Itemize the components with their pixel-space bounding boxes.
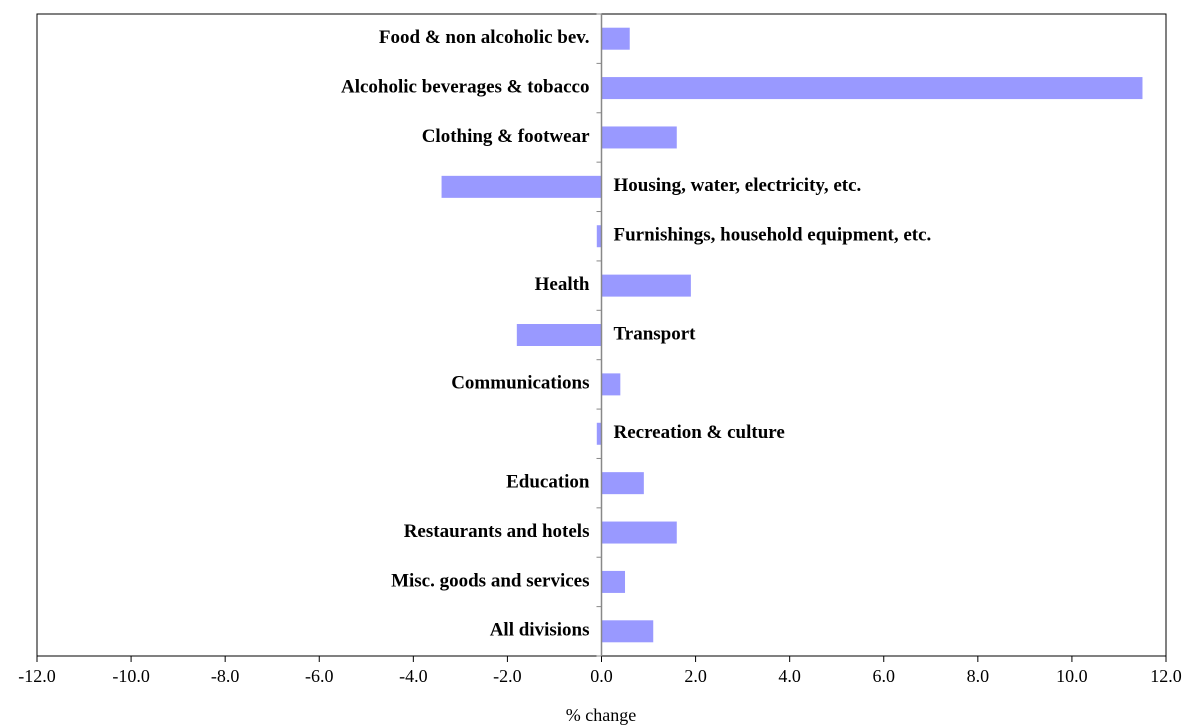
x-tick-label: -10.0 — [112, 666, 150, 686]
x-tick-label: -6.0 — [305, 666, 334, 686]
x-tick-label: 0.0 — [590, 666, 613, 686]
bar — [601, 521, 677, 544]
bar — [601, 77, 1143, 100]
x-tick-label: -12.0 — [18, 666, 56, 686]
category-label: Food & non alcoholic bev. — [379, 27, 590, 48]
bar — [596, 225, 602, 248]
category-label: Recreation & culture — [614, 422, 785, 443]
x-tick-label: 12.0 — [1150, 666, 1182, 686]
bar — [601, 27, 630, 50]
bar — [601, 126, 677, 149]
category-label: Education — [506, 472, 590, 493]
x-tick-label: -2.0 — [493, 666, 522, 686]
x-tick-label: 10.0 — [1056, 666, 1088, 686]
bar — [601, 373, 621, 396]
bar — [596, 422, 602, 445]
category-label: Furnishings, household equipment, etc. — [614, 225, 932, 246]
x-axis-label: % change — [566, 705, 636, 725]
x-tick-label: 8.0 — [967, 666, 990, 686]
x-tick-label: 4.0 — [778, 666, 801, 686]
x-tick-label: -8.0 — [211, 666, 240, 686]
bar — [601, 472, 644, 495]
category-label: Restaurants and hotels — [404, 521, 590, 542]
bar — [601, 620, 654, 643]
category-label: Communications — [451, 373, 589, 394]
category-label: Health — [535, 274, 590, 295]
bar — [601, 274, 691, 297]
bar — [601, 570, 626, 593]
category-label: Alcoholic beverages & tobacco — [341, 76, 590, 97]
bar — [441, 175, 602, 198]
category-label: Transport — [614, 323, 697, 344]
category-label: Misc. goods and services — [391, 570, 589, 591]
bar — [516, 324, 602, 346]
category-label: All divisions — [490, 620, 590, 641]
x-tick-label: 2.0 — [684, 666, 707, 686]
category-label: Clothing & footwear — [422, 126, 590, 147]
x-tick-label: -4.0 — [399, 666, 428, 686]
x-tick-label: 6.0 — [873, 666, 896, 686]
category-label: Housing, water, electricity, etc. — [614, 175, 862, 196]
